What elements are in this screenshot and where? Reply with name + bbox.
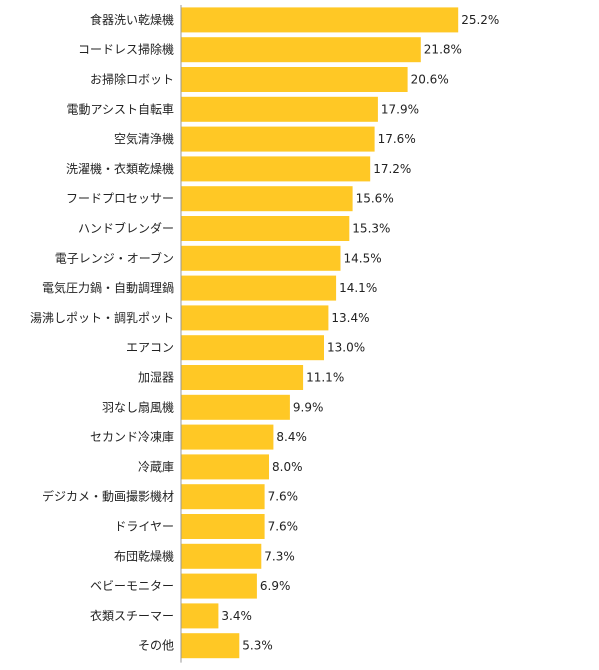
value-labels: 25.2% 21.8% 20.6% 17.9% 17.6% 17.2% 15.6% 15.3%… [221, 13, 499, 653]
bar [181, 454, 269, 480]
bar [181, 96, 378, 122]
bar [181, 37, 421, 63]
category-label: セカンド冷凍庫 [90, 430, 174, 444]
value-label: 7.6% [268, 490, 299, 504]
bar [181, 633, 240, 659]
value-label: 5.3% [242, 639, 272, 653]
category-label: その他 [138, 639, 174, 653]
category-label: ドライヤー [114, 520, 174, 534]
bar [181, 365, 304, 390]
bar [181, 514, 265, 539]
category-label: 加湿器 [138, 370, 174, 385]
category-label: 羽なし扇風機 [102, 399, 174, 414]
bar [181, 335, 324, 361]
value-label: 8.0% [272, 460, 303, 474]
category-label: ベビーモニター [90, 579, 174, 593]
value-label: 6.9% [260, 579, 291, 593]
bar [181, 424, 274, 450]
bar [181, 216, 350, 241]
category-label: デジカメ・動画撮影機材 [42, 489, 174, 504]
value-label: 21.8% [424, 43, 462, 57]
bar [181, 156, 371, 182]
bar [181, 543, 262, 569]
bar [181, 275, 337, 301]
category-label: ハンドブレンダー [78, 221, 174, 236]
value-label: 9.9% [293, 400, 324, 414]
bar [181, 126, 375, 152]
category-label: 空気清浄機 [114, 131, 174, 146]
category-labels: 食器洗い乾燥機コードレス掃除機お掃除ロボット電動アシスト自転車空気清浄機洗濯機・… [30, 12, 174, 653]
category-label: 衣類スチーマー [90, 608, 174, 623]
bar [181, 394, 290, 420]
bars [181, 7, 459, 659]
category-label: 布団乾燥機 [114, 548, 174, 563]
bar [181, 7, 459, 33]
value-label: 17.6% [378, 132, 416, 146]
value-label: 13.0% [327, 341, 365, 355]
value-label: 14.1% [339, 281, 377, 295]
value-label: 13.4% [331, 311, 369, 325]
bar [181, 603, 219, 629]
value-label: 15.6% [356, 192, 394, 206]
bar [181, 186, 353, 212]
category-label: 電気圧力鍋・自動調理鍋 [42, 280, 174, 295]
value-label: 14.5% [344, 251, 382, 265]
category-label: コードレス掃除機 [78, 42, 174, 57]
bar [181, 484, 265, 510]
category-label: 電子レンジ・オーブン [55, 250, 174, 265]
bar [181, 67, 408, 92]
bar [181, 305, 329, 331]
category-label: 電動アシスト自転車 [66, 102, 174, 116]
category-label: 洗濯機・衣類乾燥機 [66, 161, 174, 176]
category-label: エアコン [126, 341, 174, 355]
value-label: 17.2% [373, 162, 411, 176]
value-label: 7.6% [268, 520, 299, 534]
category-label: 冷蔵庫 [138, 460, 174, 474]
category-label: 食器洗い乾燥機 [90, 12, 174, 27]
value-label: 3.4% [221, 609, 252, 623]
value-label: 7.3% [264, 549, 295, 563]
category-label: お掃除ロボット [90, 72, 174, 87]
value-label: 25.2% [461, 13, 499, 27]
bar [181, 573, 257, 599]
bar [181, 245, 341, 271]
value-label: 11.1% [306, 371, 344, 385]
category-label: フードプロセッサー [66, 192, 174, 206]
category-label: 湯沸しポット・調乳ポット [30, 311, 174, 325]
value-label: 15.3% [352, 222, 390, 236]
value-label: 8.4% [276, 430, 307, 444]
value-label: 17.9% [381, 102, 419, 116]
value-label: 20.6% [411, 73, 449, 87]
